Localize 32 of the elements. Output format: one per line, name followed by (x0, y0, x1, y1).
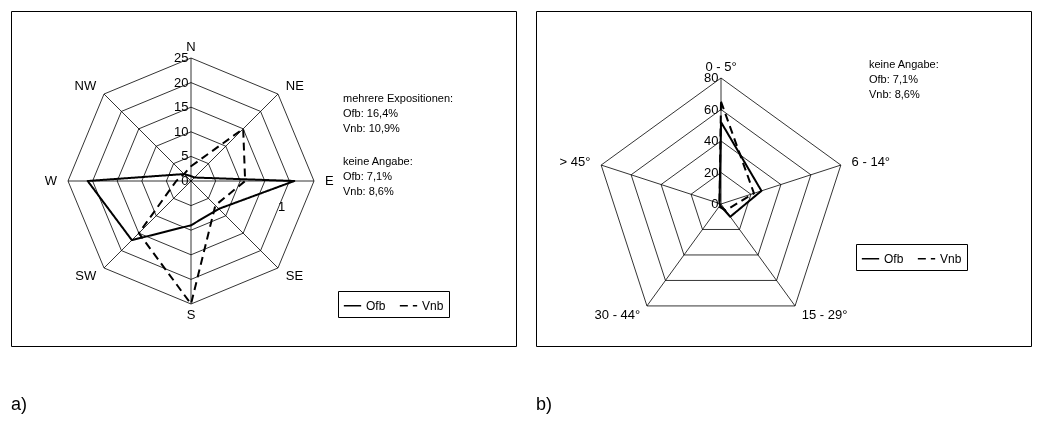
y-tick-label: 40 (704, 133, 719, 148)
spoke-label: 30 - 44° (594, 307, 641, 323)
text: b) (536, 394, 553, 414)
y-tick-label: 15 (174, 99, 189, 115)
spoke-label: 6 - 14° (851, 153, 891, 169)
y-tick-label: 0 (181, 173, 189, 188)
spoke-label: SW (75, 267, 97, 283)
text: 1 (278, 199, 286, 214)
y-tick-label: 60 (704, 101, 719, 117)
y-tick-label: 20 (174, 74, 189, 90)
spoke-label: W (44, 173, 58, 188)
y-tick-label: 0 (711, 196, 719, 211)
text: keine Angabe: Ofb: 7,1% Vnb: 8,6% (869, 58, 939, 100)
y-tick-label: 20 (704, 164, 719, 180)
spoke-label: NE (285, 78, 305, 94)
spoke-label: N (186, 38, 196, 54)
spoke-label: 15 - 29° (801, 307, 848, 323)
text: mehrere Expositionen: Ofb: 16,4% Vnb: 10,9% (343, 92, 454, 134)
legend-label: Ofb (366, 298, 386, 313)
legend-label: Vnb (422, 298, 444, 313)
y-tick-label: 25 (174, 50, 189, 65)
legend-label: Ofb (884, 251, 904, 266)
legend-label: Vnb (940, 251, 962, 266)
spoke-label: S (186, 307, 196, 323)
y-tick-label: 5 (181, 148, 189, 164)
y-tick-label: 10 (174, 123, 189, 139)
text: keine Angabe: Ofb: 7,1% Vnb: 8,6% (343, 155, 413, 197)
text: a) (11, 394, 28, 414)
spoke-label: NW (74, 78, 97, 94)
spoke-label: E (325, 173, 335, 188)
spoke-label: SE (285, 267, 304, 283)
spoke-label: > 45° (559, 153, 591, 169)
